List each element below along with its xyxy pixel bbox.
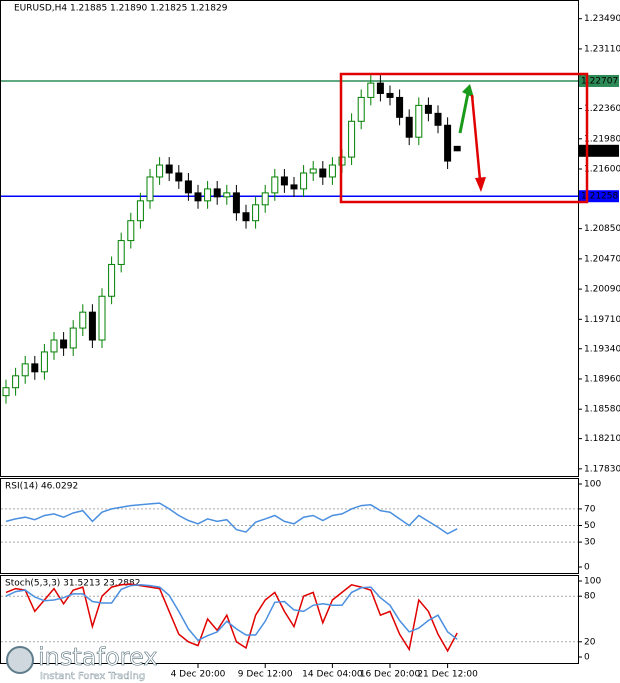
down-arrow — [470, 94, 482, 181]
price-tag — [579, 190, 619, 203]
indicator-line — [5, 502, 458, 535]
candle-body — [328, 164, 336, 178]
candle-body — [415, 104, 423, 138]
y-tick-label: 1.18210 — [584, 434, 620, 444]
y-tick-label: 1.20850 — [584, 224, 620, 234]
candle-body — [60, 339, 68, 349]
y-tick-label: 80 — [584, 592, 596, 602]
y-tick-label: 70 — [584, 504, 596, 514]
candle-body — [165, 164, 173, 174]
logo-brand: instaforex — [38, 643, 158, 671]
x-tick-label: 4 Dec 20:00 — [171, 670, 226, 680]
candle-body — [2, 387, 10, 397]
candle-body — [108, 263, 116, 297]
candle-body — [146, 176, 154, 202]
x-tick-label: 21 Dec 12:00 — [417, 670, 478, 680]
indicator-line — [5, 583, 458, 653]
y-tick-label: 1.23490 — [584, 14, 620, 24]
candle-body — [232, 192, 240, 214]
candle-body — [31, 363, 39, 373]
y-tick-label: 1.19340 — [584, 344, 620, 354]
y-tick-label: 30 — [584, 538, 596, 548]
x-tick-label: 9 Dec 12:00 — [238, 670, 293, 680]
candle-body — [21, 363, 29, 377]
y-tick-label: 50 — [584, 521, 596, 531]
rsi-title: RSI(14) 46.0292 — [5, 482, 78, 492]
candle-body — [117, 240, 125, 265]
candle-body — [367, 82, 375, 98]
y-tick-label: 1.21600 — [584, 165, 620, 175]
stoch-title: Stoch(5,3,3) 31.5213 23.2882 — [5, 579, 140, 589]
y-tick-label: 1.23110 — [584, 44, 620, 54]
candle-body — [357, 96, 365, 122]
main-frame — [0, 0, 579, 477]
candle-body — [309, 168, 317, 174]
logo-icon — [6, 646, 34, 674]
candle-body — [444, 124, 452, 162]
x-tick-label: 14 Dec 04:00 — [302, 670, 363, 680]
chart-title: EURUSD,H4 1.21885 1.21890 1.21825 1.2182… — [14, 4, 228, 14]
candle-body — [194, 192, 202, 202]
indicator-line — [5, 584, 458, 642]
x-tick-label: 16 Dec 20:00 — [360, 670, 421, 680]
candle-body — [204, 188, 212, 202]
price-tag-label: 1.21258 — [581, 192, 618, 202]
candle-body — [252, 204, 260, 222]
logo-tagline: Instant Forex Trading — [40, 671, 145, 682]
candle-body — [242, 212, 250, 222]
candle-body — [127, 220, 135, 242]
y-tick-label: 1.18580 — [584, 405, 620, 415]
price-tag — [579, 144, 619, 157]
candle-body — [69, 327, 77, 349]
candle-body — [290, 184, 298, 190]
candle-body — [376, 82, 384, 94]
down-arrowhead — [475, 177, 486, 192]
candle-body — [319, 168, 327, 178]
candle-body — [175, 172, 183, 182]
y-tick-label: 20 — [584, 637, 596, 647]
y-tick-label: 1.20090 — [584, 285, 620, 295]
candle-body — [156, 164, 164, 178]
y-tick-label: 1.20470 — [584, 254, 620, 264]
range-box — [339, 72, 589, 204]
candle-body — [280, 176, 288, 186]
y-tick-label: 100 — [584, 480, 601, 490]
logo: instaforex Instant Forex Trading — [6, 643, 158, 682]
price-tag — [579, 74, 619, 87]
price-tag-label: 1.21829 — [581, 146, 618, 156]
candle-body — [12, 375, 20, 389]
up-arrowhead — [462, 84, 474, 98]
y-tick-label: 1.17830 — [584, 464, 620, 474]
candle-body — [424, 104, 432, 114]
y-tick-label: 1.18960 — [584, 374, 620, 384]
candle-body — [136, 200, 144, 222]
candle-body — [98, 295, 106, 341]
candle-body — [261, 192, 269, 206]
candle-body — [79, 311, 87, 329]
y-tick-label: 1.21980 — [584, 134, 620, 144]
candle-body — [453, 145, 461, 152]
candle-body — [386, 92, 394, 98]
candle-body — [40, 351, 48, 373]
candle-body — [184, 180, 192, 194]
up-arrow — [458, 92, 470, 134]
candle-body — [348, 120, 356, 158]
candle-body — [396, 96, 404, 118]
candle-body — [271, 176, 279, 194]
candle-body — [88, 311, 96, 341]
y-tick-label: 100 — [584, 577, 601, 587]
candle-body — [405, 116, 413, 138]
candle-body — [434, 112, 442, 126]
price-tag-label: 1.22707 — [581, 76, 618, 86]
stoch-frame — [0, 575, 579, 664]
candle-body — [213, 188, 221, 198]
candle-body — [223, 192, 231, 198]
candle-body — [50, 339, 58, 353]
candle-body — [300, 172, 308, 190]
y-tick-label: 0 — [584, 653, 590, 663]
y-tick-label: 0 — [584, 563, 590, 573]
y-tick-label: 1.19710 — [584, 315, 620, 325]
y-tick-label: 1.22360 — [584, 104, 620, 114]
